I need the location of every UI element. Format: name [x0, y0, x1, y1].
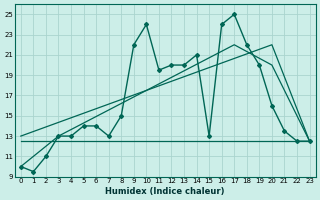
X-axis label: Humidex (Indice chaleur): Humidex (Indice chaleur) [106, 187, 225, 196]
